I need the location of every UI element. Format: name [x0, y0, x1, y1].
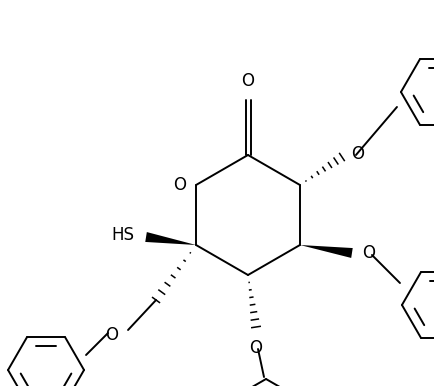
Text: HS: HS	[111, 226, 134, 244]
Polygon shape	[300, 245, 353, 258]
Text: O: O	[250, 339, 263, 357]
Text: O: O	[351, 145, 364, 163]
Text: O: O	[362, 244, 375, 262]
Polygon shape	[145, 232, 196, 245]
Text: O: O	[105, 326, 118, 344]
Text: O: O	[173, 176, 186, 194]
Text: O: O	[241, 72, 254, 90]
